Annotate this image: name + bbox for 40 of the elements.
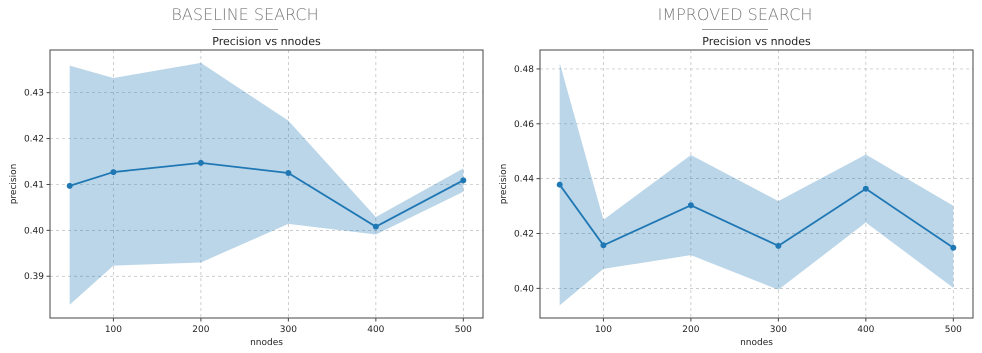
x-tick-label: 400: [367, 325, 385, 335]
point: [862, 186, 869, 192]
point: [198, 160, 204, 166]
y-tick-label: 0.48: [514, 64, 534, 75]
point: [372, 224, 379, 230]
y-tick-label: 0.39: [24, 272, 44, 282]
x-tick-label: 500: [454, 325, 472, 335]
x-axis-title: nnodes: [740, 338, 774, 348]
x-tick-label: 300: [280, 325, 298, 335]
x-tick-label: 100: [104, 325, 122, 335]
x-tick-label: 100: [594, 325, 612, 335]
chart-title: IMPROVED SEARCH: [658, 5, 812, 24]
x-tick-label: 200: [682, 325, 700, 335]
point: [600, 242, 606, 248]
chart-subtitle: Precision vs nnodes: [212, 35, 321, 48]
point: [285, 170, 292, 176]
y-axis-title: precision: [499, 164, 509, 204]
x-tick-label: 500: [944, 325, 962, 335]
chart-title: BASELINE SEARCH: [171, 5, 319, 24]
y-tick-label: 0.40: [514, 284, 534, 294]
point: [556, 182, 563, 188]
point: [688, 202, 694, 208]
y-tick-label: 0.43: [24, 88, 44, 99]
y-tick-label: 0.46: [514, 120, 534, 130]
x-tick-label: 300: [770, 325, 788, 335]
x-tick-label: 400: [857, 325, 875, 335]
y-tick-label: 0.42: [514, 230, 534, 240]
y-tick-label: 0.44: [514, 174, 534, 185]
point: [110, 169, 116, 176]
y-tick-label: 0.40: [24, 226, 44, 236]
chart-subtitle: Precision vs nnodes: [702, 35, 811, 48]
point: [950, 244, 956, 251]
y-tick-label: 0.42: [24, 134, 44, 145]
point: [775, 242, 782, 249]
y-axis-title: precision: [9, 164, 19, 204]
x-tick-label: 200: [192, 325, 210, 335]
y-tick-label: 0.41: [24, 180, 44, 190]
x-axis-title: nnodes: [250, 338, 284, 348]
point: [460, 177, 466, 184]
point: [66, 182, 73, 189]
